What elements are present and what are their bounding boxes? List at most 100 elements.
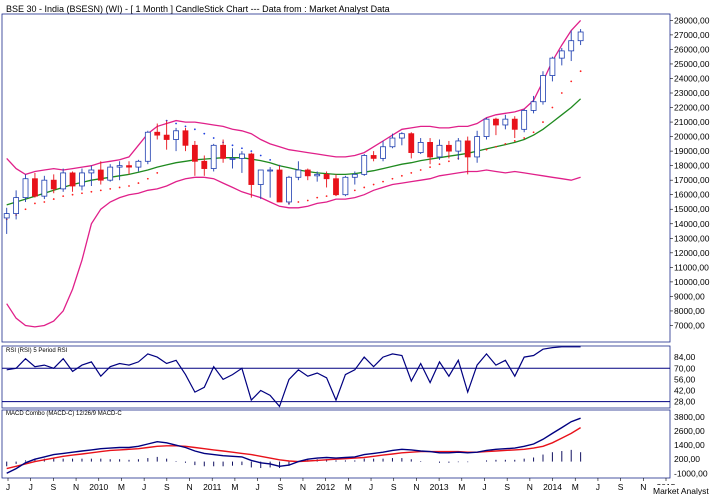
candle-body — [521, 110, 528, 130]
sar-dot — [353, 189, 356, 192]
price-tick-label: 10000,00 — [674, 277, 710, 287]
candle-body — [116, 165, 123, 168]
sar-dot — [316, 196, 319, 199]
candle-body — [3, 213, 10, 219]
candle-body — [32, 178, 38, 197]
price-tick-label: 14000,00 — [674, 219, 710, 229]
x-tick-label: J — [6, 482, 10, 492]
sar-dot — [429, 166, 431, 169]
bollinger-upper-line — [6, 19, 582, 176]
x-tick-label: S — [618, 482, 624, 492]
candle-body — [210, 144, 217, 169]
rsi-tick-label: 28,00 — [674, 397, 696, 407]
macd-tick-label: -1000,00 — [674, 468, 708, 478]
sar-dot — [193, 128, 196, 131]
price-tick-label: 17000,00 — [674, 175, 710, 185]
candle-body — [464, 140, 471, 158]
x-tick-label: 2013 — [430, 482, 449, 492]
candle-body — [182, 130, 189, 146]
candle-body — [408, 133, 415, 153]
x-tick-label: J — [369, 482, 373, 492]
x-tick-label: N — [640, 482, 646, 492]
x-tick-label: J — [482, 482, 486, 492]
sar-dot — [560, 92, 563, 94]
candle-body — [502, 118, 509, 126]
candle-body — [229, 157, 236, 160]
x-tick-label: S — [164, 482, 170, 492]
sar-dot — [34, 202, 36, 205]
rsi-tick-label: 56,00 — [674, 374, 696, 384]
sar-dot — [241, 147, 243, 150]
x-tick-label: 2014 — [543, 482, 562, 492]
candle-body — [417, 142, 424, 153]
sar-dot — [306, 199, 309, 202]
x-tick-label: 2012 — [316, 482, 335, 492]
macd-tick-label: 3800,00 — [674, 412, 705, 422]
candle-body — [455, 140, 462, 152]
sar-dot — [391, 177, 394, 180]
brand-label: Market Analyst 8 — [653, 486, 711, 495]
layer-axes: 28000,00 27000,00 26000,00 25000,00 24000,00… — [6, 15, 710, 492]
candle-body — [295, 169, 302, 178]
x-tick-label: M — [572, 482, 579, 492]
layer-price — [3, 19, 584, 328]
rsi-panel-title: RSI (RSI) 5 Period RSI — [6, 348, 68, 354]
candle-body — [540, 75, 546, 103]
price-tick-label: 7000,00 — [674, 320, 705, 330]
layer-grid — [1, 13, 671, 479]
candle-body — [549, 57, 556, 76]
sar-dot — [495, 145, 497, 148]
sar-dot — [259, 154, 262, 157]
candle-body — [342, 176, 349, 196]
sar-dot — [250, 150, 253, 153]
x-tick-label: N — [300, 482, 306, 492]
price-tick-label: 13000,00 — [674, 233, 710, 243]
sar-dot — [372, 183, 375, 186]
candle-body — [191, 144, 198, 162]
sar-dot — [62, 195, 65, 198]
x-tick-label: S — [51, 482, 57, 492]
panel-frame — [1, 409, 671, 479]
candle-body — [88, 169, 95, 174]
candle-body — [22, 178, 29, 199]
x-tick-label: N — [527, 482, 533, 492]
candle-body — [276, 169, 283, 203]
price-tick-label: 21000,00 — [674, 117, 710, 127]
candle-body — [483, 118, 490, 137]
candle-body — [13, 197, 20, 214]
sar-dot — [551, 106, 554, 109]
price-tick-label: 18000,00 — [674, 161, 710, 171]
candle-body — [511, 118, 518, 130]
x-tick-label: 2010 — [89, 482, 108, 492]
sar-dot — [410, 172, 413, 174]
macd-tick-label: 1400,00 — [674, 440, 705, 450]
candle-body — [248, 153, 255, 185]
x-tick-label: S — [391, 482, 397, 492]
x-tick-label: J — [255, 482, 259, 492]
candle-body — [135, 160, 142, 168]
price-tick-label: 11000,00 — [674, 262, 709, 272]
sar-dot — [99, 189, 102, 192]
candle-body — [427, 142, 433, 158]
x-tick-label: 2011 — [203, 482, 222, 492]
candle-body — [220, 144, 226, 159]
price-tick-label: 23000,00 — [674, 88, 710, 98]
macd-panel-title: MACD Combo (MACD-C) 12/26/9 MACD-C — [6, 411, 122, 417]
x-tick-label: J — [596, 482, 600, 492]
candle-body — [493, 118, 499, 126]
sar-dot — [203, 132, 206, 135]
candle-body — [446, 144, 452, 152]
sar-dot — [52, 198, 55, 200]
bollinger-lower-line — [6, 169, 581, 328]
sar-dot — [231, 144, 234, 147]
sar-dot — [513, 140, 516, 142]
candle-body — [239, 153, 245, 159]
sar-dot — [504, 142, 507, 145]
sar-dot — [542, 121, 544, 123]
candle-body — [370, 155, 377, 159]
candle-body — [323, 173, 330, 180]
sar-dot — [71, 193, 74, 196]
sar-dot — [523, 137, 526, 139]
candle-body — [380, 146, 386, 159]
